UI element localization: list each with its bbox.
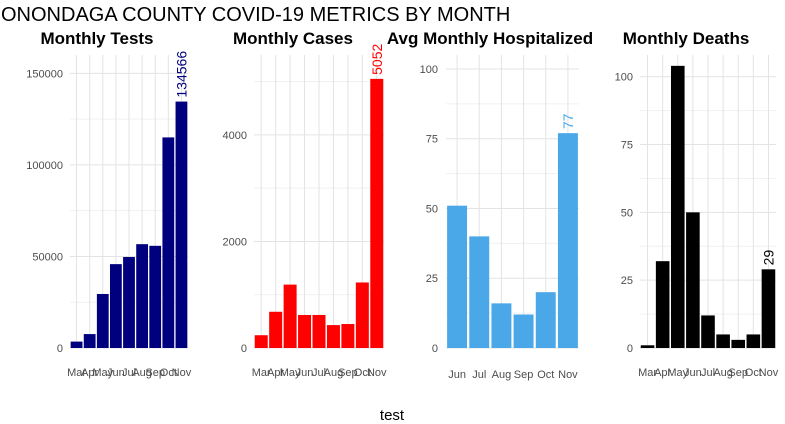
x-tick-label: Aug bbox=[132, 367, 152, 379]
y-tick-label: 100 bbox=[615, 72, 633, 84]
bar-nov bbox=[557, 133, 578, 348]
bar-mar bbox=[640, 345, 655, 348]
bar-value-label: 5052 bbox=[369, 44, 385, 75]
bar-value-label: 29 bbox=[760, 250, 776, 266]
bar-jul bbox=[312, 314, 326, 348]
bar-may bbox=[670, 65, 685, 348]
bar-mar bbox=[70, 341, 83, 348]
x-tick-label: Oct bbox=[160, 367, 177, 379]
x-tick-label: Mar bbox=[67, 367, 86, 379]
bar-aug bbox=[716, 334, 730, 348]
panel-title: Monthly Deaths bbox=[623, 29, 750, 48]
bar-jul bbox=[123, 256, 135, 348]
x-tick-label: Mar bbox=[638, 367, 657, 379]
y-tick-label: 0 bbox=[627, 343, 633, 355]
bar-aug bbox=[326, 325, 340, 348]
bar-apr bbox=[655, 261, 670, 348]
panel-title: Monthly Tests bbox=[40, 29, 153, 48]
x-tick-label: Jun bbox=[684, 367, 702, 379]
bar-sep bbox=[731, 339, 746, 348]
bar-mar bbox=[254, 335, 268, 348]
x-tick-label: Jun bbox=[107, 367, 125, 379]
x-tick-label: Oct bbox=[745, 367, 762, 379]
bar-jun bbox=[298, 314, 312, 348]
bar-oct bbox=[162, 137, 175, 348]
y-tick-label: 75 bbox=[621, 140, 633, 152]
bar-jul bbox=[469, 236, 490, 348]
bar-oct bbox=[535, 292, 556, 348]
bar-may bbox=[283, 284, 297, 348]
x-tick-label: May bbox=[92, 367, 113, 379]
x-tick-label: Sep bbox=[145, 367, 165, 379]
y-tick-label: 4000 bbox=[223, 130, 247, 142]
bar-sep bbox=[149, 245, 162, 348]
x-tick-label: Aug bbox=[713, 367, 733, 379]
x-tick-label: Jul bbox=[122, 367, 136, 379]
panel-title: Avg Monthly Hospitalized bbox=[387, 29, 593, 48]
bar-value-label: 134566 bbox=[173, 51, 189, 98]
y-tick-label: 75 bbox=[426, 134, 438, 146]
x-tick-label: Aug bbox=[324, 367, 344, 379]
panel-1: 0 50000 100000 150000 MarAprMayJunJulAugSepO… bbox=[26, 29, 191, 379]
bar-aug bbox=[491, 303, 512, 348]
y-tick-label: 100000 bbox=[26, 160, 63, 172]
bar-nov bbox=[175, 101, 188, 348]
bar-may bbox=[96, 293, 109, 348]
y-tick-label: 50000 bbox=[32, 251, 63, 263]
x-tick-label: Oct bbox=[537, 369, 554, 381]
x-tick-label: Sep bbox=[728, 367, 748, 379]
bar-aug bbox=[136, 244, 149, 348]
x-tick-label: Jul bbox=[312, 367, 326, 379]
bar-value-label: 77 bbox=[560, 113, 576, 129]
x-tick-label: Sep bbox=[338, 367, 358, 379]
y-tick-label: 0 bbox=[57, 343, 63, 355]
x-tick-label: Sep bbox=[514, 369, 534, 381]
y-tick-label: 150000 bbox=[26, 68, 63, 80]
y-tick-label: 0 bbox=[241, 343, 247, 355]
bar-oct bbox=[355, 282, 369, 348]
y-tick-label: 50 bbox=[426, 203, 438, 215]
panel-title: Monthly Cases bbox=[233, 29, 353, 48]
bar-apr bbox=[83, 334, 96, 348]
bar-oct bbox=[746, 334, 761, 348]
x-tick-label: Nov bbox=[172, 367, 192, 379]
x-tick-label: Nov bbox=[759, 367, 779, 379]
x-tick-label: Jun bbox=[296, 367, 314, 379]
y-tick-label: 50 bbox=[621, 207, 633, 219]
x-tick-label: Jul bbox=[701, 367, 715, 379]
bar-jun bbox=[686, 212, 700, 348]
x-tick-label: Mar bbox=[252, 367, 271, 379]
bar-jun bbox=[447, 205, 468, 348]
bar-sep bbox=[341, 324, 355, 348]
y-tick-label: 100 bbox=[420, 64, 438, 76]
bar-jul bbox=[701, 315, 715, 348]
y-tick-label: 25 bbox=[621, 275, 633, 287]
x-tick-label: Nov bbox=[367, 367, 387, 379]
x-tick-label: Jun bbox=[448, 369, 466, 381]
x-tick-label: Nov bbox=[558, 369, 578, 381]
y-tick-label: 2000 bbox=[223, 236, 247, 248]
bar-jun bbox=[109, 264, 122, 348]
main-title: ONONDAGA COUNTY COVID-19 METRICS BY MONT… bbox=[1, 4, 510, 26]
bar-nov bbox=[761, 269, 776, 348]
bar-apr bbox=[269, 311, 283, 348]
x-axis-label: test bbox=[380, 407, 405, 424]
panel-3: 0 25 50 75 100 Jun Jul Aug Sep Oct Nov 77 Avg Monthl… bbox=[387, 29, 593, 381]
bar-sep bbox=[513, 314, 534, 348]
x-tick-label: May bbox=[280, 367, 301, 379]
x-tick-label: Oct bbox=[354, 367, 371, 379]
x-tick-label: Apr bbox=[267, 367, 284, 379]
y-tick-label: 25 bbox=[426, 273, 438, 285]
y-tick-label: 0 bbox=[432, 343, 438, 355]
x-tick-label: Apr bbox=[81, 367, 98, 379]
x-tick-label: Aug bbox=[492, 369, 512, 381]
x-tick-label: Apr bbox=[654, 367, 671, 379]
x-tick-label: May bbox=[667, 367, 688, 379]
x-tick-label: Jul bbox=[472, 369, 486, 381]
chart-panels: 050000100000150000MarAprMayJunJulAugSepO… bbox=[26, 29, 778, 381]
bar-nov bbox=[370, 78, 384, 348]
